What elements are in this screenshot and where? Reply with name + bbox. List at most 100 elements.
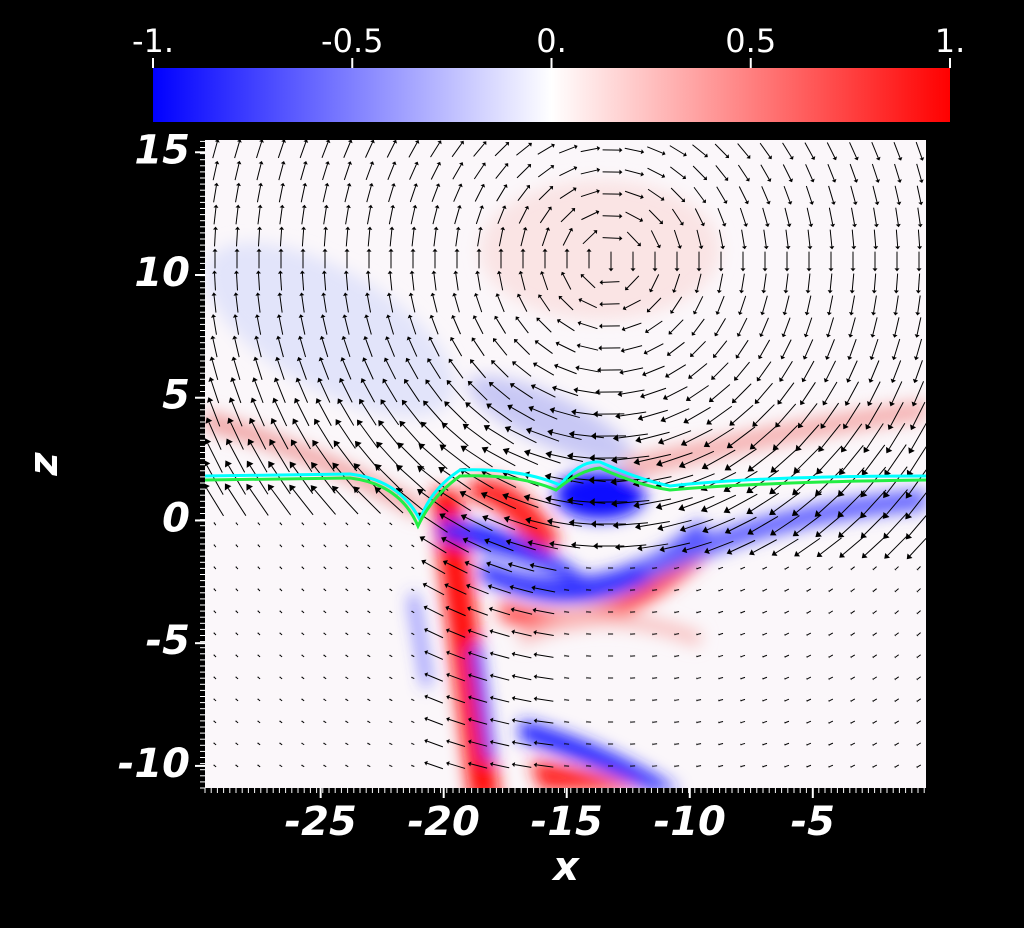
vector-head (718, 655, 720, 658)
vector-head (661, 173, 666, 179)
vector (848, 360, 858, 380)
vector (850, 632, 856, 636)
vector (740, 676, 746, 680)
vector-head (353, 463, 361, 471)
vector (692, 144, 706, 156)
vector (497, 295, 505, 313)
vector (469, 585, 489, 595)
vector-head (696, 699, 698, 702)
vector (212, 141, 218, 159)
vector (507, 496, 539, 508)
vector-head (420, 421, 427, 429)
vector (492, 675, 510, 681)
vector (647, 320, 663, 332)
vector (448, 763, 466, 769)
vector (492, 719, 510, 725)
vector-head (232, 335, 238, 340)
vector-head (212, 270, 218, 274)
vector (249, 488, 269, 516)
vector-head (872, 656, 875, 659)
vector (253, 401, 265, 427)
vector (367, 654, 371, 658)
vector-head (345, 720, 347, 723)
vector-head (724, 463, 732, 471)
vector-head (674, 268, 680, 272)
vector-head (784, 567, 786, 571)
vector-head (810, 178, 815, 183)
vector-head (360, 378, 367, 384)
vector-head (544, 472, 552, 481)
vector-head (503, 515, 510, 523)
vector (662, 430, 692, 442)
vector (214, 229, 216, 247)
vector-head (301, 610, 303, 613)
vector (895, 207, 899, 225)
vector (559, 167, 575, 177)
vector-head (747, 464, 755, 472)
vector-head (630, 566, 632, 570)
vector (796, 468, 822, 492)
vector (730, 539, 756, 553)
vector-head (213, 654, 215, 656)
vector-head (258, 160, 264, 165)
vector-head (403, 378, 410, 385)
vector-head (916, 722, 919, 725)
vector (582, 231, 596, 245)
vector-head (536, 317, 541, 322)
vector-head (806, 765, 808, 769)
vector-head (787, 200, 793, 205)
vector-head (825, 355, 831, 360)
vector-head (332, 485, 339, 493)
vector-head (362, 357, 368, 362)
vector (624, 190, 642, 198)
vector (806, 632, 812, 636)
vector-head (806, 633, 808, 637)
vector (511, 564, 535, 572)
vector (911, 422, 926, 450)
vector (558, 146, 576, 154)
vector (872, 764, 878, 768)
vector-head (721, 222, 727, 227)
vector (301, 566, 305, 570)
vector (342, 360, 352, 380)
vector (625, 211, 641, 221)
vector (301, 764, 305, 768)
vector-head (873, 223, 879, 228)
vector-head (405, 357, 411, 363)
vector (762, 295, 768, 313)
vector-head (639, 217, 644, 223)
vector-head (214, 160, 220, 165)
vector (323, 698, 327, 702)
vector (445, 539, 469, 553)
vector (917, 566, 921, 570)
vector (895, 588, 899, 592)
vector-head (872, 590, 875, 593)
vector (367, 632, 371, 636)
vector-head (441, 422, 449, 429)
vector (345, 720, 349, 724)
vector (581, 211, 597, 221)
vector-head (323, 588, 325, 591)
vector-head (718, 743, 720, 746)
vector-head (235, 698, 237, 701)
vector (323, 676, 327, 680)
vector (257, 544, 261, 548)
vector-head (723, 485, 731, 493)
vector (715, 165, 727, 179)
vector (622, 367, 644, 373)
vector-head (698, 245, 704, 250)
y-tick-label: 10 (134, 250, 190, 296)
vector-head (716, 289, 722, 294)
vector-head (692, 310, 698, 315)
vector (689, 385, 709, 399)
vector-head (488, 381, 494, 387)
vector (364, 360, 374, 380)
vector (411, 588, 415, 592)
vector (389, 588, 393, 592)
vector (646, 343, 664, 353)
vector-head (446, 739, 450, 744)
vector (323, 632, 327, 636)
vector (894, 676, 900, 680)
vector (779, 382, 795, 402)
vector-head (408, 292, 414, 297)
